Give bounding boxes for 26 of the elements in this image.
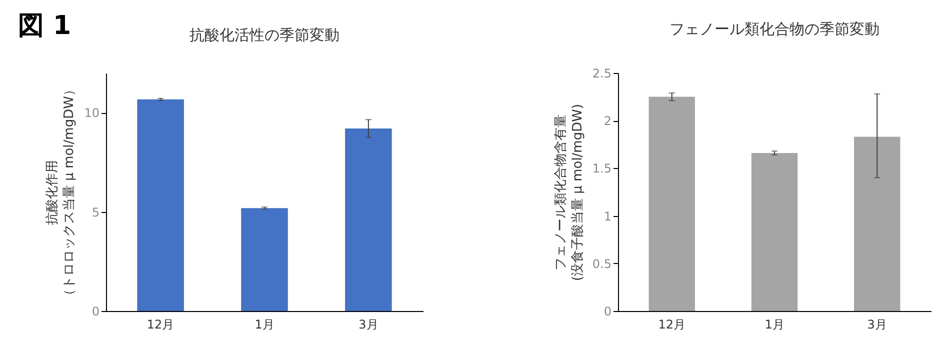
y-tick-label: 5 xyxy=(92,205,100,220)
x-tick-label: 1月 xyxy=(254,318,274,332)
bar xyxy=(345,128,392,311)
x-tick-label: 3月 xyxy=(358,318,378,332)
y-tick-label: 0 xyxy=(92,304,100,318)
x-tick-label: 12月 xyxy=(658,318,686,332)
y-tick-label: 0.5 xyxy=(592,256,612,271)
y-tick-label: 1 xyxy=(604,209,612,224)
bar xyxy=(241,208,288,311)
y-tick-label: 10 xyxy=(84,106,100,120)
y-tick-label: 2 xyxy=(604,114,612,128)
chart-title: フェノール類化合物の季節変動 xyxy=(670,20,880,38)
bar xyxy=(751,152,798,311)
y-tick-label: 1.5 xyxy=(592,162,612,176)
x-tick-label: 1月 xyxy=(764,318,784,332)
caption: 図 1 xyxy=(18,10,72,43)
x-tick-label: 3月 xyxy=(867,318,887,332)
y-axis-title: 抗酸化作用（トロロックス当量 μ mol/mgDW） xyxy=(45,83,78,302)
x-tick-label: 12月 xyxy=(146,318,174,332)
bar xyxy=(137,99,184,311)
bar xyxy=(854,136,900,311)
bar xyxy=(648,96,695,311)
y-axis-title: フェノール類化合物含有量(没食子酸当量 μ mol/mgDW) xyxy=(553,104,586,282)
y-tick-label: 0 xyxy=(604,304,612,318)
chart-title: 抗酸化活性の季節変動 xyxy=(190,26,340,44)
y-tick-label: 2.5 xyxy=(592,66,612,80)
